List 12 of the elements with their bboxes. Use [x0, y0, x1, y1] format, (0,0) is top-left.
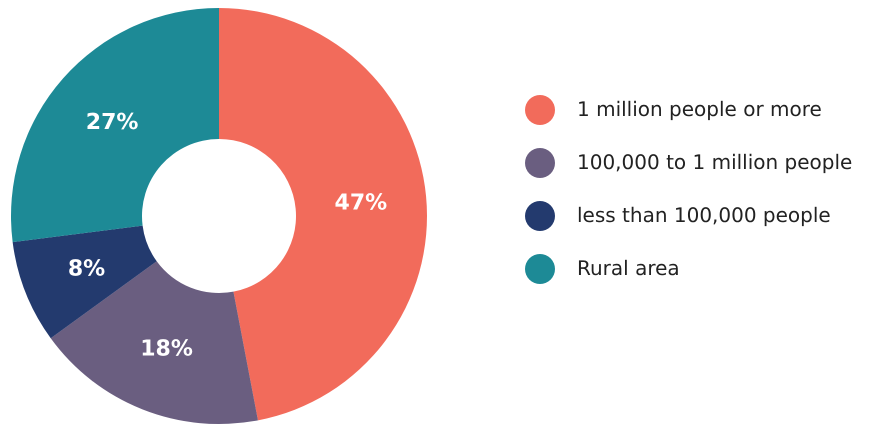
legend-label: 100,000 to 1 million people: [577, 150, 852, 174]
donut-slice: [12, 226, 157, 338]
legend-label: Rural area: [577, 256, 680, 280]
data-label: 18%: [140, 336, 193, 362]
data-label: 27%: [86, 110, 138, 135]
donut-slice: [219, 8, 427, 420]
legend-label: 1 million people or more: [577, 97, 822, 121]
data-label: 8%: [68, 256, 106, 282]
donut-slice: [50, 261, 258, 424]
data-label: 47%: [334, 190, 388, 216]
donut-slice: [11, 8, 219, 242]
legend-label: less than 100,000 people: [577, 203, 831, 227]
